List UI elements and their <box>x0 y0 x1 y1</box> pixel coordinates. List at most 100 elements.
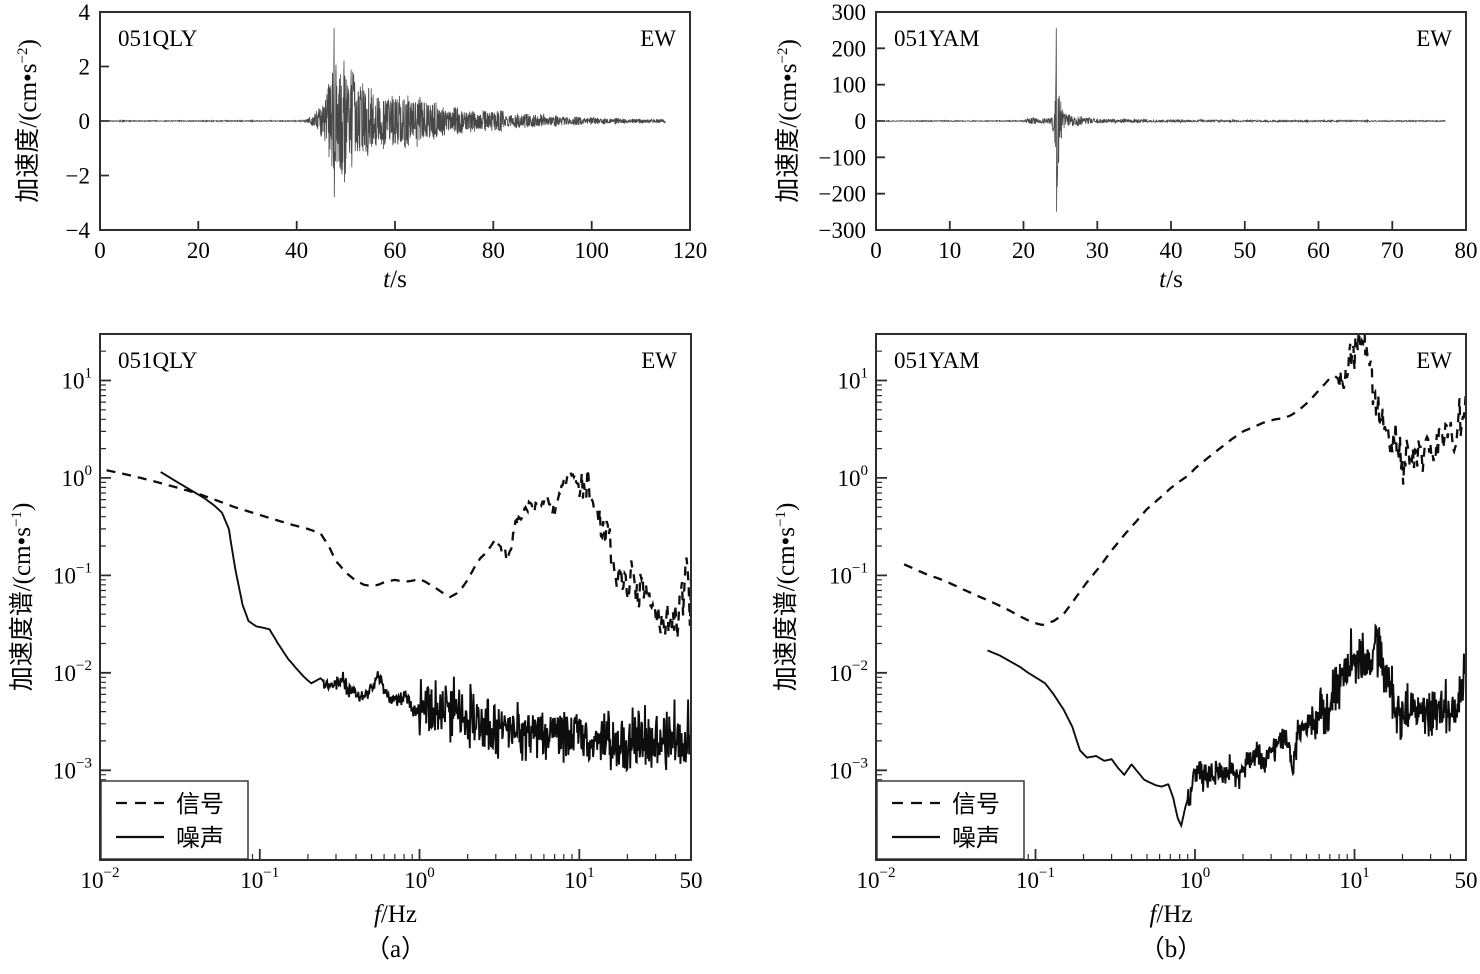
x-tick-label: 50 <box>680 868 703 893</box>
y-tick-label-exp: −2 <box>76 658 92 674</box>
x-tick-label: 0 <box>94 238 106 263</box>
y-tick-label-exp: −2 <box>852 658 868 674</box>
x-tick-label-exp: −1 <box>1039 865 1055 881</box>
x-tick-label-base: 10 <box>240 868 263 893</box>
x-tick-label-exp: 0 <box>427 865 435 881</box>
y-tick-label: 101 <box>62 365 93 393</box>
x-tick-label-base: 10 <box>81 868 104 893</box>
x-tick-label-base: 10 <box>1339 868 1362 893</box>
y-tick-label-base: 10 <box>829 661 852 686</box>
y-tick-label: 2 <box>79 55 91 80</box>
legend-noise-label: 噪声 <box>176 825 224 852</box>
x-tick-label: 101 <box>564 865 595 893</box>
y-tick-label: 101 <box>838 365 869 393</box>
legend-signal-label: 信号 <box>952 791 1000 818</box>
y-tick-label: 10−1 <box>53 560 92 588</box>
y-tick-label-base: 10 <box>53 661 76 686</box>
y-tick-label-base: 10 <box>829 563 852 588</box>
x-tick-label: 10 <box>938 238 961 263</box>
y-tick-label: −2 <box>66 164 90 189</box>
x-tick-label: 60 <box>1307 238 1330 263</box>
x-axis-label-var: t <box>1159 266 1167 293</box>
y-tick-label: 4 <box>79 0 91 25</box>
y-tick-label: 10−3 <box>53 755 92 783</box>
y-tick-label-exp: −3 <box>76 755 92 771</box>
y-tick-label: 10−1 <box>829 560 868 588</box>
x-tick-label: 30 <box>1086 238 1109 263</box>
x-tick-label-exp: −2 <box>104 865 120 881</box>
x-axis-label-unit: /s <box>1166 266 1183 293</box>
x-axis-label-var: t <box>383 266 391 293</box>
signal-curve <box>106 468 690 639</box>
x-tick-label: 80 <box>482 238 505 263</box>
x-tick-label: 40 <box>285 238 308 263</box>
x-tick-label: 101 <box>1339 865 1370 893</box>
y-tick-label: 10−2 <box>829 658 868 686</box>
x-tick-label-base: 50 <box>1455 868 1478 893</box>
y-tick-label: 0 <box>79 109 91 134</box>
y-tick-label-base: 10 <box>62 466 85 491</box>
y-tick-label: 300 <box>832 0 867 25</box>
y-tick-label: 200 <box>832 36 867 61</box>
x-tick-label: 100 <box>404 865 435 893</box>
x-tick-label-base: 10 <box>1016 868 1039 893</box>
y-axis-label-prefix: 加速度谱/(cm•s <box>772 527 800 691</box>
x-tick-label-exp: 1 <box>587 865 595 881</box>
x-tick-label: 50 <box>1455 868 1478 893</box>
x-tick-label: 60 <box>384 238 407 263</box>
noise-curve <box>987 623 1465 829</box>
y-tick-label-exp: −3 <box>852 755 868 771</box>
panel-b-spectrum-chart: 10−2 10−1 100 101 5010110010−110−210−3051YAM… <box>772 333 1478 963</box>
y-tick-label: −100 <box>819 145 866 170</box>
x-tick-label-exp: −2 <box>880 865 896 881</box>
x-tick-label-base: 10 <box>857 868 880 893</box>
x-axis-label-var: f <box>374 901 384 928</box>
y-tick-label-exp: 0 <box>861 463 869 479</box>
x-tick-label: 70 <box>1381 238 1404 263</box>
y-axis-label-suffix: ) <box>15 39 42 47</box>
signal-curve <box>903 335 1465 626</box>
y-axis-label: 加速度谱/(cm•s−1) <box>8 503 36 692</box>
y-tick-label: −200 <box>819 182 866 207</box>
y-tick-label-base: 10 <box>838 466 861 491</box>
panel-caption: （a） <box>365 935 426 963</box>
x-tick-label: 10−2 <box>81 865 120 893</box>
x-axis-label-unit: /s <box>390 266 407 293</box>
legend-noise-label: 噪声 <box>952 825 1000 852</box>
station-label: 051QLY <box>118 26 198 51</box>
panel-a-spectrum-chart: 10−2 10−1 100 101 5010110010−110−210−3051QLY… <box>8 333 703 963</box>
y-tick-label-base: 10 <box>62 368 85 393</box>
y-tick-label-exp: −1 <box>76 560 92 576</box>
seismogram-trace <box>879 28 1446 212</box>
x-tick-label-base: 50 <box>680 868 703 893</box>
noise-curve <box>160 471 690 773</box>
x-tick-label: 20 <box>187 238 210 263</box>
y-tick-label: −300 <box>819 218 866 243</box>
legend-signal-label: 信号 <box>176 791 224 818</box>
x-tick-label-base: 10 <box>404 868 427 893</box>
x-tick-label-exp: 1 <box>1362 865 1370 881</box>
y-tick-label-exp: 1 <box>861 365 869 381</box>
y-tick-label: 10−2 <box>53 658 92 686</box>
y-axis-label-exp: −1 <box>773 511 789 527</box>
axis-ticks <box>99 11 691 231</box>
axis-major-ticks <box>99 379 692 860</box>
x-axis-label: t/s <box>1159 266 1183 293</box>
panel-b-waveform-chart: 0 10 20 30 40 50 60 70 80 300 200 100 0 −100 −200 −300 0… <box>774 0 1478 293</box>
y-axis-label-prefix: 加速度谱/(cm•s <box>8 527 36 691</box>
x-tick-label: 120 <box>673 238 708 263</box>
component-label: EW <box>640 26 676 51</box>
axis-major-ticks <box>875 379 1467 860</box>
x-tick-label: 10−2 <box>857 865 896 893</box>
y-axis-label: 加速度/(cm•s−2) <box>14 39 42 203</box>
x-tick-label: 10−1 <box>240 865 279 893</box>
component-label: EW <box>1416 348 1452 373</box>
panel-caption: （b） <box>1140 935 1203 963</box>
y-axis-label-prefix: 加速度/(cm•s <box>774 64 802 203</box>
y-tick-label-base: 10 <box>53 758 76 783</box>
x-tick-label: 100 <box>574 238 609 263</box>
y-tick-label: 0 <box>855 109 867 134</box>
